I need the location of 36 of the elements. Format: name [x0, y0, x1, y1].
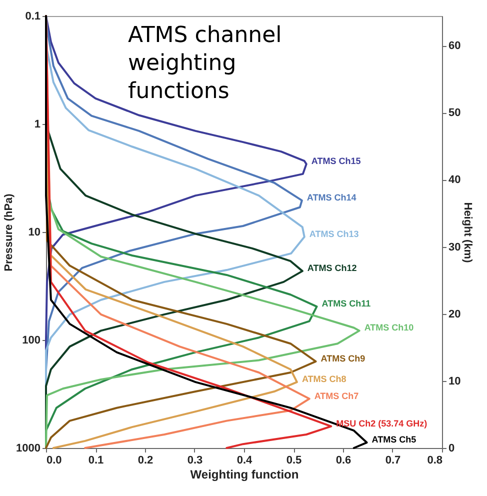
y2-tick-label: 40	[448, 174, 461, 186]
y2-tick-label: 50	[448, 107, 461, 120]
y2-tick-label: 30	[448, 241, 461, 254]
series-label: ATMS Ch11	[322, 298, 371, 309]
series-label: ATMS Ch13	[309, 228, 359, 239]
y-tick-label: 0.1	[25, 10, 40, 22]
x-tick-label: 0.6	[336, 454, 352, 466]
series-label: MSU Ch2 (53.74 GHz)	[336, 418, 428, 428]
x-tick-label: 0.5	[286, 454, 302, 466]
y-tick-label: 1000	[16, 442, 40, 454]
x-tick-label: 0.2	[138, 454, 154, 466]
y2-tick-label: 20	[448, 308, 461, 320]
series-label: ATMS Ch15	[311, 156, 361, 166]
series-label: ATMS Ch10	[364, 322, 414, 333]
y-tick-label: 1	[34, 118, 40, 130]
series-label: ATMS Ch5	[372, 434, 416, 445]
series-label: ATMS Ch14	[306, 192, 356, 202]
y2-axis-title: Height (km)	[462, 202, 474, 264]
y-tick-label: 10	[28, 226, 40, 238]
series-label: ATMS Ch8	[302, 374, 346, 384]
y-axis-title: Pressure (hPa)	[3, 193, 16, 272]
x-tick-label: 0.1	[88, 454, 104, 466]
x-tick-label: 0.4	[236, 454, 254, 466]
y2-tick-label: 0	[448, 442, 455, 454]
series-label: ATMS Ch7	[314, 390, 359, 401]
series-label: ATMS Ch9	[320, 353, 366, 364]
x-tick-label: 0.0	[46, 454, 62, 466]
series-label: ATMS Ch12	[307, 263, 357, 274]
x-tick-label: 0.8	[427, 454, 442, 466]
text: ATMS channel weighting functions	[128, 22, 283, 106]
x-axis-title: Weighting function	[190, 468, 299, 482]
y2-tick-label: 60	[448, 40, 461, 52]
x-tick-label: 0.7	[385, 454, 401, 466]
x-tick-label: 0.3	[187, 454, 203, 466]
y-tick-label: 100	[22, 334, 40, 346]
y2-tick-label: 10	[448, 375, 461, 388]
